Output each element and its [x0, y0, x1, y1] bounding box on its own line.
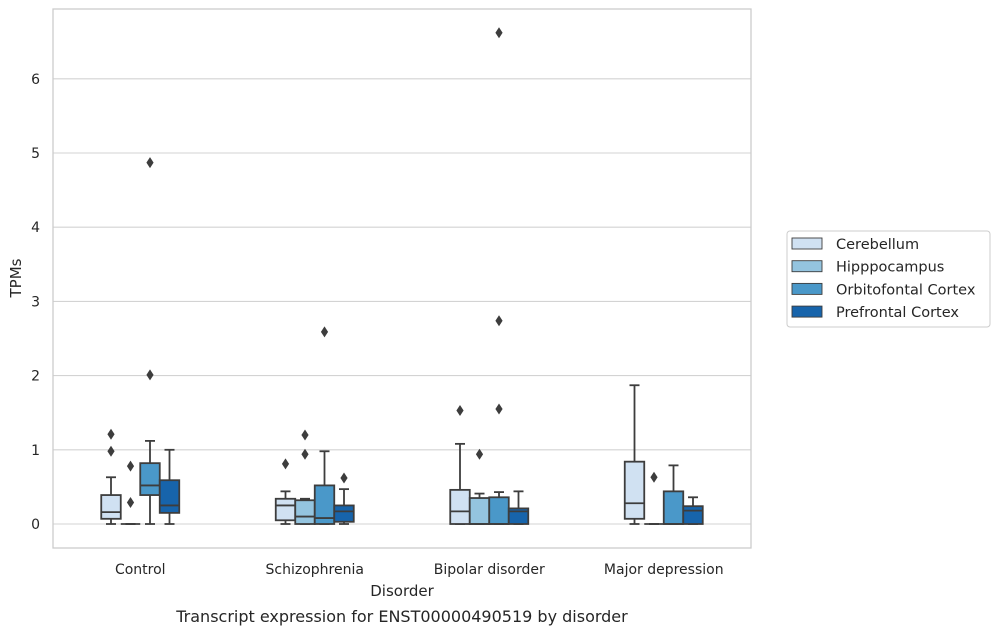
- y-axis-label: TPMs: [7, 258, 25, 298]
- box-bipolar-disorder-cerebellum: [449, 404, 471, 525]
- box-control-hipppocampus-outlier-1: [126, 496, 135, 508]
- box-major-depression-hipppocampus-outlier-1: [650, 471, 658, 483]
- box-schizophrenia-cerebellum-iqr: [274, 497, 297, 522]
- box-schizophrenia-prefrontal-cortex: [333, 472, 355, 525]
- legend-frame: [786, 230, 991, 328]
- box-schizophrenia-prefrontal-cortex-outlier-1: [340, 472, 348, 484]
- box-control-orbitofontal-cortex-outlier-1: [146, 369, 154, 381]
- box-major-depression-hipppocampus: [644, 471, 664, 525]
- box-bipolar-disorder-cerebellum-outlier-1: [456, 404, 464, 416]
- legend-label-orbitofontal-cortex: Orbitofontal Cortex: [836, 282, 976, 298]
- x-tick-label-major-depression: Major depression: [604, 562, 724, 578]
- plot-frame: [52, 8, 752, 549]
- x-axis-label: Disorder: [370, 582, 434, 600]
- box-control-hipppocampus: [120, 460, 141, 525]
- legend-label-prefrontal-cortex: Prefrontal Cortex: [836, 305, 959, 321]
- box-plot-series: [100, 27, 704, 525]
- box-schizophrenia-orbitofontal-cortex-outlier-1: [320, 326, 329, 338]
- legend-label-cerebellum: Cerebellum: [836, 237, 919, 253]
- y-tick-label-0: 0: [31, 517, 40, 533]
- box-bipolar-disorder-cerebellum-iqr: [449, 488, 471, 525]
- box-bipolar-disorder-orbitofontal-cortex-outlier-2: [495, 315, 503, 327]
- box-schizophrenia-hipppocampus: [294, 429, 316, 525]
- y-tick-label-6: 6: [31, 72, 40, 88]
- box-bipolar-disorder-prefrontal-cortex-iqr: [507, 507, 530, 525]
- box-major-depression-cerebellum-iqr: [623, 460, 646, 520]
- legend-label-hipppocampus: Hipppocampus: [836, 260, 944, 276]
- box-schizophrenia-cerebellum: [274, 458, 297, 525]
- y-tick-label-3: 3: [31, 294, 40, 310]
- y-tick-label-4: 4: [31, 220, 40, 236]
- box-control-cerebellum-outlier-1: [107, 445, 115, 457]
- box-schizophrenia-hipppocampus-outlier-2: [301, 429, 309, 441]
- box-bipolar-disorder-orbitofontal-cortex: [488, 27, 510, 525]
- box-bipolar-disorder-orbitofontal-cortex-outlier-1: [495, 403, 503, 415]
- series-orbitofontal-cortex: [139, 27, 685, 525]
- legend: Cerebellum Hipppocampus Orbitofontal Corte…: [786, 230, 991, 328]
- box-bipolar-disorder-hipppocampus-outlier-1: [475, 448, 484, 460]
- legend-swatch-orbitofontal-cortex: [791, 282, 823, 295]
- box-major-depression-orbitofontal-cortex: [662, 464, 685, 525]
- x-axis-ticks: Control Schizophrenia Bipolar disorder Majo…: [115, 562, 724, 578]
- box-control-orbitofontal-cortex-iqr: [139, 462, 161, 496]
- box-bipolar-disorder-orbitofontal-cortex-outlier-3: [495, 27, 503, 39]
- box-control-prefrontal-cortex: [158, 448, 181, 525]
- box-bipolar-disorder-orbitofontal-cortex-iqr: [488, 496, 510, 525]
- chart-title: Transcript expression for ENST0000049051…: [175, 607, 628, 626]
- box-schizophrenia-hipppocampus-outlier-1: [301, 448, 309, 460]
- legend-swatch-prefrontal-cortex: [791, 305, 823, 318]
- box-schizophrenia-cerebellum-outlier-1: [281, 458, 290, 470]
- box-control-prefrontal-cortex-iqr: [158, 479, 181, 514]
- box-control-orbitofontal-cortex: [139, 157, 161, 525]
- x-tick-label-schizophrenia: Schizophrenia: [266, 562, 364, 578]
- box-schizophrenia-prefrontal-cortex-iqr: [333, 504, 355, 523]
- box-bipolar-disorder-prefrontal-cortex: [507, 490, 530, 525]
- y-tick-label-2: 2: [31, 369, 40, 385]
- box-control-hipppocampus-outlier-2: [126, 460, 135, 472]
- box-major-depression-orbitofontal-cortex-iqr: [662, 490, 685, 525]
- box-control-orbitofontal-cortex-outlier-2: [146, 157, 154, 169]
- legend-swatch-cerebellum: [791, 237, 823, 250]
- box-control-cerebellum-iqr: [100, 494, 122, 520]
- box-bipolar-disorder-hipppocampus-iqr: [468, 497, 491, 525]
- legend-swatch-hipppocampus: [791, 260, 823, 273]
- box-schizophrenia-orbitofontal-cortex: [313, 326, 336, 525]
- y-tick-label-1: 1: [31, 443, 40, 459]
- y-axis-ticks: 0 1 2 3 4 5 6: [31, 72, 40, 533]
- box-major-depression-prefrontal-cortex: [682, 496, 704, 525]
- x-tick-label-bipolar-disorder: Bipolar disorder: [434, 562, 545, 578]
- box-major-depression-prefrontal-cortex-iqr: [682, 505, 704, 525]
- box-bipolar-disorder-hipppocampus: [468, 448, 491, 525]
- box-major-depression-cerebellum: [623, 384, 646, 525]
- box-schizophrenia-hipppocampus-iqr: [294, 499, 316, 525]
- x-tick-label-control: Control: [115, 562, 166, 578]
- series-cerebellum: [100, 384, 646, 525]
- box-control-cerebellum-outlier-2: [107, 428, 115, 440]
- y-tick-label-5: 5: [31, 146, 40, 162]
- series-prefrontal-cortex: [158, 448, 704, 525]
- box-control-cerebellum: [100, 428, 122, 525]
- gridlines: [53, 78, 751, 525]
- series-hipppocampus: [120, 429, 664, 525]
